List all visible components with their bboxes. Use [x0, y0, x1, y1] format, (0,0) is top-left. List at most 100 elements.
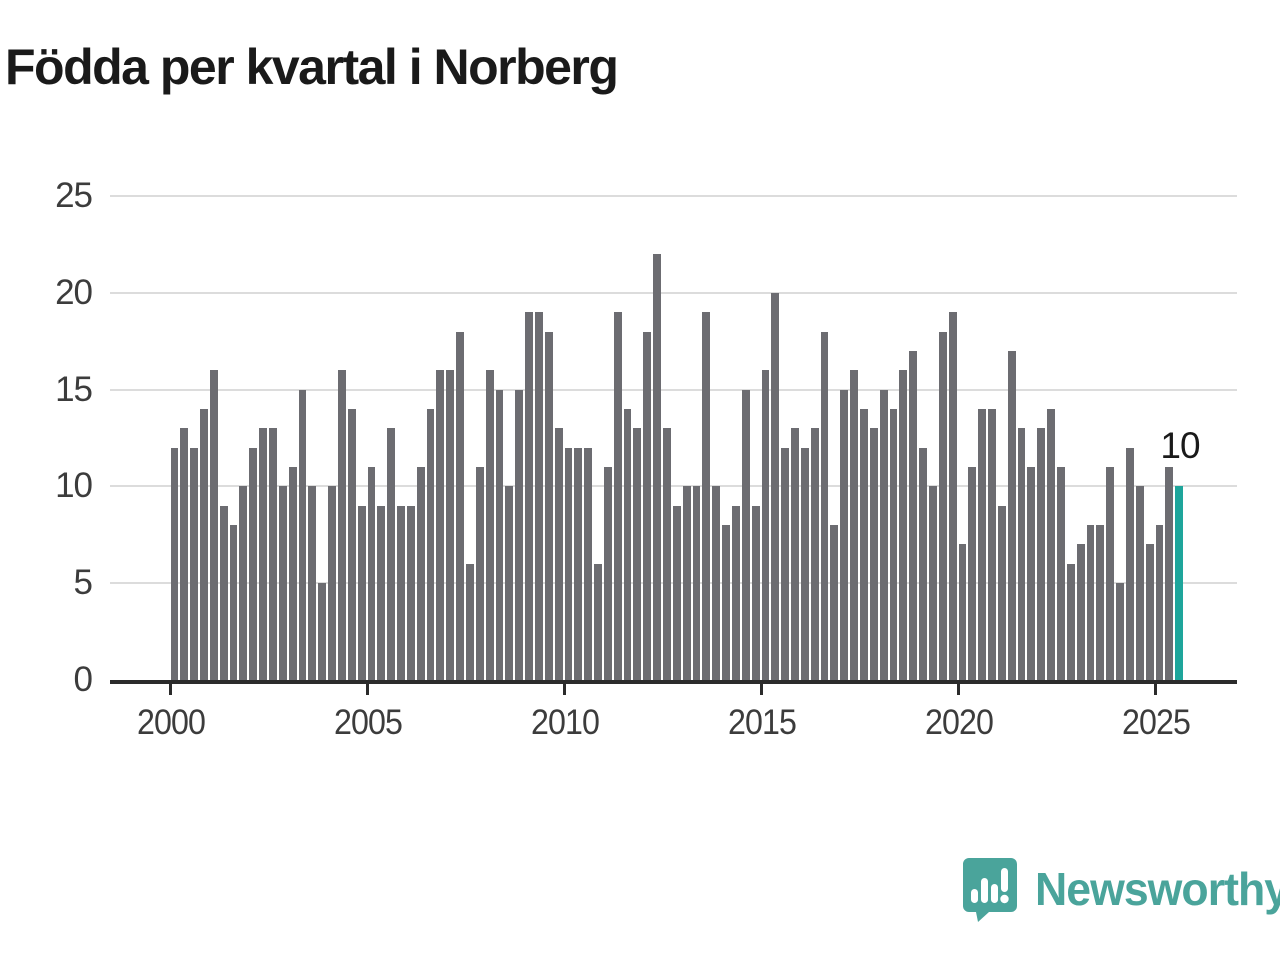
y-axis-tick-label: 15	[55, 369, 93, 409]
bar	[948, 312, 957, 680]
y-axis-tick-label: 0	[73, 660, 93, 699]
bar	[406, 505, 415, 680]
bar	[1106, 467, 1115, 680]
bar	[722, 525, 730, 680]
bar	[958, 544, 967, 680]
bar	[170, 447, 179, 680]
x-axis-tick	[760, 684, 763, 695]
bar	[239, 486, 248, 680]
bar	[830, 525, 839, 680]
x-axis-tick-label: 2020	[924, 703, 994, 742]
bar	[978, 408, 987, 680]
bar	[1037, 428, 1046, 680]
bar	[731, 505, 740, 680]
bar	[653, 254, 662, 680]
bar	[1116, 583, 1124, 680]
bar	[397, 505, 405, 680]
bar	[200, 408, 208, 680]
bar	[229, 525, 238, 680]
bar	[574, 447, 583, 680]
bar	[495, 389, 504, 680]
bar	[466, 563, 474, 680]
bar	[1076, 544, 1085, 680]
x-axis-tick-label: 2015	[727, 703, 797, 742]
bar	[594, 563, 602, 680]
bar	[860, 408, 868, 680]
bar	[741, 389, 750, 680]
bar	[663, 428, 671, 680]
bar	[298, 389, 307, 680]
chart-title: Födda per kvartal i Norberg	[5, 39, 619, 95]
bar	[840, 389, 849, 680]
bar	[357, 505, 366, 680]
x-axis-tick	[169, 684, 172, 695]
bar	[259, 428, 268, 680]
bar	[485, 370, 494, 680]
bar	[613, 312, 622, 680]
x-axis-tick-label: 2010	[530, 703, 600, 742]
bar	[426, 408, 435, 680]
bar	[751, 505, 760, 680]
bar	[702, 312, 711, 680]
bar	[928, 486, 937, 680]
x-axis-line	[110, 680, 1237, 684]
bar	[446, 370, 455, 680]
x-axis-tick	[366, 684, 369, 695]
bar	[249, 447, 258, 680]
bar	[1017, 428, 1026, 680]
bar	[288, 467, 297, 680]
bar	[525, 312, 533, 680]
bar	[505, 486, 514, 680]
bar	[1165, 467, 1174, 680]
bar	[623, 408, 632, 680]
bar	[988, 408, 996, 680]
bar	[1086, 525, 1095, 680]
bar	[672, 505, 681, 680]
gridline	[110, 388, 1237, 391]
bar	[781, 447, 790, 680]
bar	[190, 447, 199, 680]
bar	[564, 447, 573, 680]
bar	[692, 486, 701, 680]
bar	[909, 350, 918, 680]
x-axis-tick-label: 2025	[1121, 703, 1191, 742]
x-axis-tick-label: 2005	[333, 703, 403, 742]
bar	[416, 467, 425, 680]
gridline	[110, 195, 1237, 197]
bar	[1096, 525, 1105, 680]
bar	[1047, 408, 1056, 680]
bar	[534, 312, 543, 680]
x-axis-tick	[1154, 684, 1157, 695]
bar	[278, 486, 287, 680]
brand-logo: Newsworthy	[961, 856, 1280, 922]
newsworthy-logo-icon	[961, 856, 1019, 922]
y-axis-tick-label: 5	[73, 563, 93, 603]
bar	[1066, 563, 1075, 680]
brand-name: Newsworthy	[1035, 863, 1280, 915]
bar	[219, 505, 228, 680]
bar	[308, 486, 317, 680]
bar	[603, 467, 612, 680]
bar	[820, 331, 829, 680]
bar	[879, 389, 888, 680]
bar	[968, 467, 977, 680]
bar	[643, 331, 652, 680]
bar	[1135, 486, 1144, 680]
highlighted-bar	[1175, 486, 1184, 680]
bar	[456, 331, 465, 680]
bar	[436, 370, 445, 680]
y-axis-tick-label: 25	[55, 176, 93, 215]
bar	[919, 447, 927, 680]
bar	[633, 428, 642, 680]
gridline	[110, 291, 1237, 294]
bar	[387, 428, 396, 680]
bar	[761, 370, 770, 680]
bar	[318, 583, 327, 680]
bar	[1007, 350, 1016, 680]
bar	[1145, 544, 1154, 680]
bar	[337, 370, 346, 680]
bar	[1057, 467, 1065, 680]
bar	[209, 370, 218, 680]
bar	[584, 447, 593, 680]
